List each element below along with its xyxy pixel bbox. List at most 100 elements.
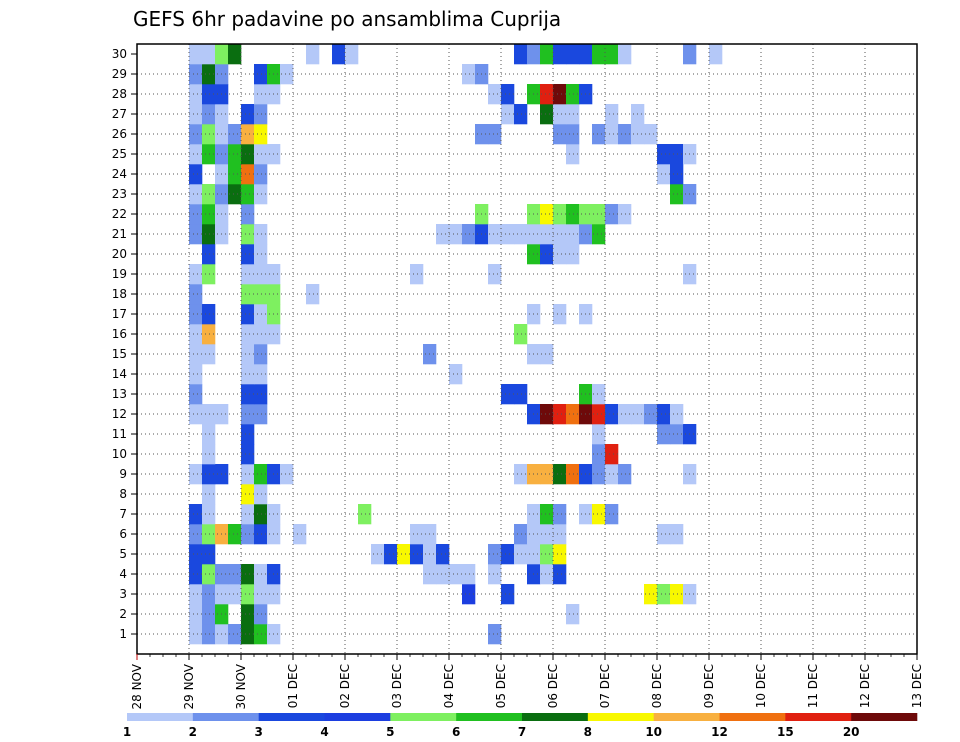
heatmap-cell: [618, 404, 632, 425]
colorbar-swatch: [390, 713, 457, 721]
heatmap-cell: [683, 44, 697, 65]
y-tick-label: 21: [112, 227, 127, 241]
heatmap-cell: [241, 564, 255, 585]
y-tick-label: 11: [112, 427, 127, 441]
heatmap-cell: [254, 224, 268, 245]
heatmap-cell: [566, 244, 580, 265]
heatmap-cell: [540, 504, 554, 525]
y-tick-label: 20: [112, 247, 127, 261]
heatmap-cell: [254, 384, 268, 405]
heatmap-cell: [540, 544, 554, 565]
colorbar-label: 20: [843, 725, 860, 739]
heatmap-cell: [228, 524, 242, 545]
heatmap-cell: [254, 364, 268, 385]
heatmap-cell: [436, 564, 450, 585]
heatmap-cell: [254, 604, 268, 625]
heatmap-cell: [189, 104, 203, 125]
heatmap-cell: [488, 544, 502, 565]
x-tick-label: 05 DEC: [494, 664, 508, 708]
heatmap-cell: [202, 244, 216, 265]
y-tick-label: 10: [112, 447, 127, 461]
heatmap-cell: [553, 124, 567, 145]
y-tick-label: 24: [112, 167, 127, 181]
colorbar-label: 15: [777, 725, 794, 739]
heatmap-cell: [449, 224, 463, 245]
heatmap-cell: [189, 544, 203, 565]
heatmap-cell: [501, 584, 515, 605]
heatmap-cell: [189, 284, 203, 305]
colorbar-label: 8: [584, 725, 592, 739]
heatmap-cell: [241, 324, 255, 345]
heatmap-cell: [540, 104, 554, 125]
x-tick-label: 30 NOV: [234, 663, 248, 709]
heatmap-cell: [254, 164, 268, 185]
heatmap-cell: [189, 464, 203, 485]
heatmap-cell: [202, 464, 216, 485]
heatmap-cell: [488, 124, 502, 145]
heatmap-cell: [553, 84, 567, 105]
heatmap-cell: [670, 164, 684, 185]
heatmap-cell: [241, 404, 255, 425]
y-tick-label: 29: [112, 67, 127, 81]
heatmap-cell: [605, 444, 619, 465]
heatmap-cell: [410, 524, 424, 545]
heatmap-cell: [241, 384, 255, 405]
heatmap-cell: [202, 444, 216, 465]
heatmap-cell: [202, 44, 216, 65]
heatmap-cell: [553, 44, 567, 65]
heatmap-cell: [241, 304, 255, 325]
y-tick-label: 1: [119, 627, 127, 641]
heatmap-cell: [592, 204, 606, 225]
heatmap-cell: [657, 144, 671, 165]
heatmap-cell: [592, 404, 606, 425]
heatmap-cell: [241, 264, 255, 285]
heatmap-cell: [657, 424, 671, 445]
heatmap-cell: [228, 164, 242, 185]
heatmap-cell: [488, 264, 502, 285]
y-tick-label: 22: [112, 207, 127, 221]
colorbar-swatch: [522, 713, 589, 721]
heatmap-cell: [592, 124, 606, 145]
heatmap-cell: [241, 244, 255, 265]
y-tick-label: 14: [112, 367, 127, 381]
heatmap-cell: [254, 484, 268, 505]
heatmap-cell: [254, 84, 268, 105]
heatmap-cell: [644, 124, 658, 145]
y-axis: 1234567891011121314151617181920212223242…: [112, 47, 137, 641]
heatmap-cell: [397, 544, 411, 565]
heatmap-cell: [189, 604, 203, 625]
heatmap-cell: [202, 584, 216, 605]
heatmap-cell: [202, 304, 216, 325]
heatmap-cell: [241, 604, 255, 625]
heatmap-cell: [670, 404, 684, 425]
y-tick-label: 8: [119, 487, 127, 501]
heatmap-cell: [280, 64, 294, 85]
colorbar-label: 5: [386, 725, 394, 739]
heatmap-cell: [657, 584, 671, 605]
y-tick-label: 7: [119, 507, 127, 521]
heatmap-cells: [189, 44, 723, 645]
heatmap-cell: [553, 244, 567, 265]
heatmap-cell: [553, 304, 567, 325]
heatmap-cell: [254, 64, 268, 85]
heatmap-cell: [670, 144, 684, 165]
heatmap-cell: [202, 104, 216, 125]
heatmap-cell: [189, 344, 203, 365]
y-tick-label: 15: [112, 347, 127, 361]
heatmap-cell: [189, 184, 203, 205]
heatmap-cell: [254, 324, 268, 345]
heatmap-cell: [553, 504, 567, 525]
heatmap-cell: [657, 164, 671, 185]
heatmap-cell: [410, 264, 424, 285]
heatmap-cell: [605, 204, 619, 225]
heatmap-cell: [670, 524, 684, 545]
heatmap-cell: [709, 44, 723, 65]
heatmap-cell: [202, 344, 216, 365]
x-tick-label: 11 DEC: [806, 664, 820, 708]
y-tick-label: 5: [119, 547, 127, 561]
heatmap-cell: [462, 224, 476, 245]
heatmap-cell: [605, 404, 619, 425]
heatmap-cell: [241, 344, 255, 365]
heatmap-cell: [566, 124, 580, 145]
heatmap-cell: [241, 124, 255, 145]
